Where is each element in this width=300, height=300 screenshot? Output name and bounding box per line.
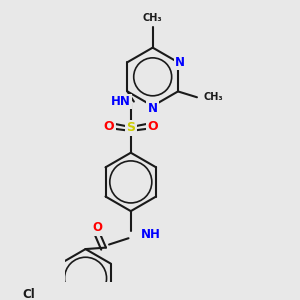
Text: CH₃: CH₃ [143,13,163,22]
Text: NH: NH [141,228,161,241]
Text: S: S [126,122,135,134]
Text: HN: HN [111,95,131,108]
Text: O: O [104,120,114,133]
Text: Cl: Cl [22,288,35,300]
Text: O: O [147,120,158,133]
Text: N: N [175,56,185,69]
Text: CH₃: CH₃ [203,92,223,102]
Text: O: O [93,221,103,234]
Text: N: N [148,102,158,115]
